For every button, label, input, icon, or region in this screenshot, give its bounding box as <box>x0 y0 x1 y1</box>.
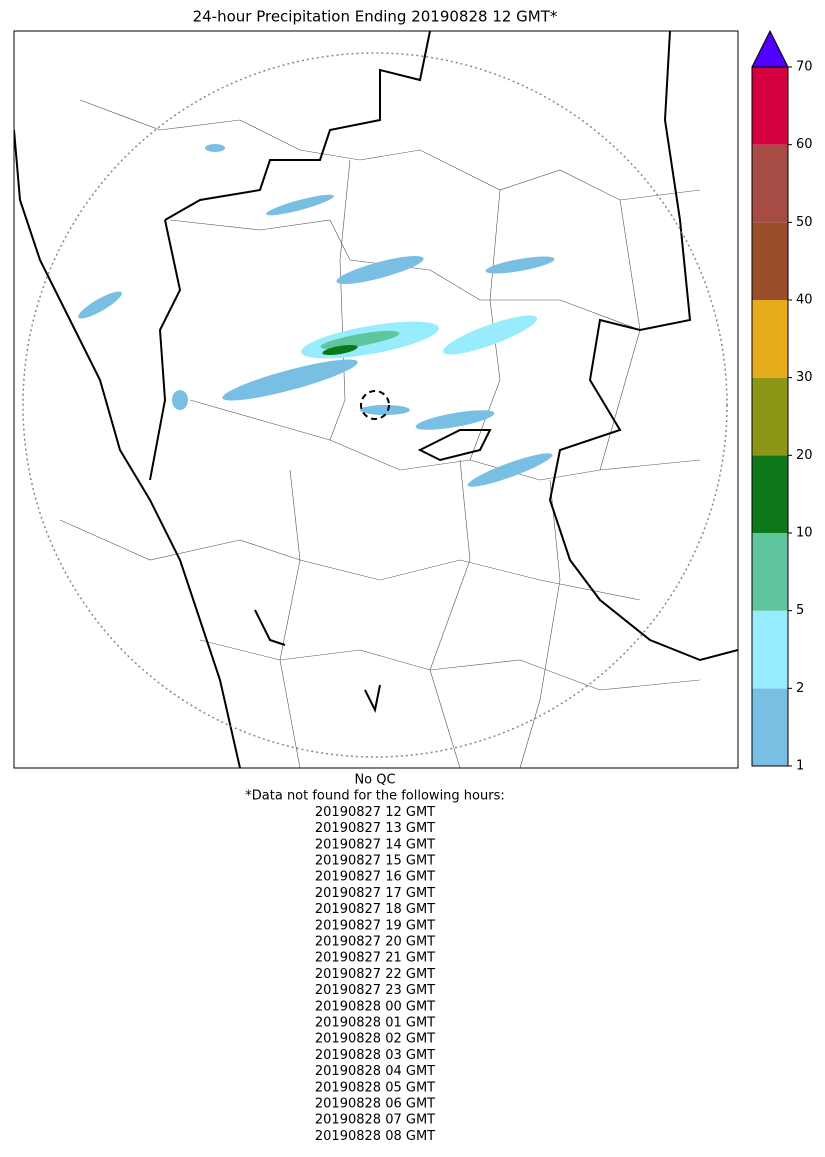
colorbar-tick-label: 70 <box>796 60 813 75</box>
state-borders <box>14 31 738 768</box>
colorbar-segment <box>752 144 788 223</box>
note-line: 20190828 00 GMT <box>315 999 435 1014</box>
district-borders <box>59 99 701 768</box>
note-line: 20190828 08 GMT <box>315 1129 435 1144</box>
colorbar-tick-label: 30 <box>796 370 813 385</box>
colorbar-frame <box>751 66 789 767</box>
colorbar-tick-label: 1 <box>796 759 804 774</box>
colorbar-segment <box>752 533 788 611</box>
colorbar-segment <box>752 222 788 300</box>
precipitation <box>78 144 555 487</box>
note-line: 20190828 03 GMT <box>315 1048 435 1063</box>
note-line: 20190827 13 GMT <box>315 821 435 836</box>
note-line: 20190828 07 GMT <box>315 1113 435 1128</box>
radar-site <box>360 390 390 420</box>
colorbar-tick-label: 50 <box>796 215 813 230</box>
colorbar-segment <box>752 300 788 378</box>
colorbar-extend <box>751 29 789 68</box>
note-line: 20190827 17 GMT <box>315 886 435 901</box>
note-line: 20190828 02 GMT <box>315 1032 435 1047</box>
note-line: 20190828 06 GMT <box>315 1097 435 1112</box>
colorbar-tick-label: 20 <box>796 448 813 463</box>
note-line: 20190828 04 GMT <box>315 1064 435 1079</box>
note-line: 20190827 22 GMT <box>315 967 435 982</box>
colorbar-tick-label: 40 <box>796 293 813 308</box>
radar-range <box>22 52 728 758</box>
note-line: 20190827 16 GMT <box>315 870 435 885</box>
colorbar-tick-label: 5 <box>796 603 804 618</box>
map-frame <box>13 30 739 769</box>
colorbar-tick-label: 10 <box>796 526 813 541</box>
note-line: 20190827 12 GMT <box>315 805 435 820</box>
note-line: 20190828 01 GMT <box>315 1016 435 1031</box>
colorbar-segment <box>752 688 788 766</box>
colorbar: 1 2 5 10 20 30 40 50 60 70 <box>751 29 813 774</box>
colorbar-tick-label: 2 <box>796 681 804 696</box>
colorbar-tick-label: 60 <box>796 137 813 152</box>
map <box>13 30 739 769</box>
colorbar-segment <box>752 610 788 689</box>
note-line: No QC <box>354 773 395 788</box>
note-line: 20190827 23 GMT <box>315 983 435 998</box>
note-line: 20190827 20 GMT <box>315 935 435 950</box>
note-line: 20190827 19 GMT <box>315 918 435 933</box>
colorbar-segment <box>752 455 788 533</box>
note-line: 20190828 05 GMT <box>315 1080 435 1095</box>
note-line: 20190827 15 GMT <box>315 854 435 869</box>
note-line: 20190827 14 GMT <box>315 837 435 852</box>
colorbar-segment <box>752 67 788 145</box>
notes: No QC*Data not found for the following h… <box>245 773 504 1144</box>
note-line: 20190827 18 GMT <box>315 902 435 917</box>
note-line: *Data not found for the following hours: <box>245 789 504 804</box>
colorbar-segment <box>752 377 788 456</box>
note-line: 20190827 21 GMT <box>315 951 435 966</box>
map-title: 24-hour Precipitation Ending 20190828 12… <box>193 8 558 26</box>
